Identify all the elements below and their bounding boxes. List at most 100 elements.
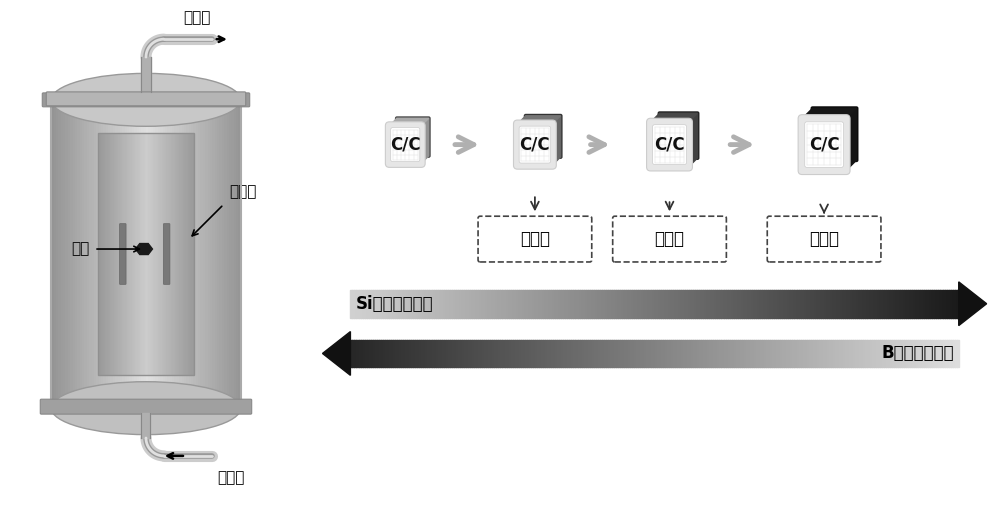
Polygon shape <box>421 118 429 163</box>
Bar <box>99 100 101 408</box>
Bar <box>227 100 229 408</box>
Bar <box>188 133 189 375</box>
Bar <box>120 100 122 408</box>
Bar <box>113 100 115 408</box>
Bar <box>185 133 187 375</box>
Bar <box>54 100 56 408</box>
Bar <box>61 100 63 408</box>
Bar <box>134 133 135 375</box>
Bar <box>156 133 157 375</box>
Bar <box>108 133 109 375</box>
Bar <box>117 133 118 375</box>
Bar <box>146 133 147 375</box>
Bar <box>153 133 154 375</box>
Bar <box>141 100 144 408</box>
Bar <box>154 133 156 375</box>
Text: 发热体: 发热体 <box>229 184 256 200</box>
FancyBboxPatch shape <box>658 111 699 160</box>
Bar <box>164 133 165 375</box>
Bar <box>229 100 231 408</box>
Bar <box>144 100 146 408</box>
Bar <box>179 100 182 408</box>
Bar <box>155 100 158 408</box>
Bar <box>193 100 196 408</box>
Bar <box>144 133 145 375</box>
Polygon shape <box>322 331 350 375</box>
Bar <box>133 133 134 375</box>
Bar <box>122 133 123 375</box>
Bar <box>103 100 106 408</box>
Bar <box>222 100 224 408</box>
Bar <box>135 133 136 375</box>
Bar <box>187 133 188 375</box>
Bar <box>118 100 120 408</box>
Bar <box>136 133 138 375</box>
FancyBboxPatch shape <box>42 93 250 107</box>
Polygon shape <box>959 282 987 326</box>
Bar <box>120 133 121 375</box>
Bar <box>160 133 162 375</box>
Bar <box>174 100 177 408</box>
Bar <box>51 100 54 408</box>
Bar <box>127 100 129 408</box>
Bar <box>191 133 193 375</box>
Bar <box>103 133 104 375</box>
Text: 富硅相: 富硅相 <box>809 230 839 248</box>
Bar <box>130 133 132 375</box>
Bar <box>139 100 141 408</box>
Bar <box>184 100 186 408</box>
Bar <box>129 100 132 408</box>
Bar <box>158 133 159 375</box>
Bar <box>142 133 144 375</box>
Bar <box>159 133 160 375</box>
Bar <box>75 100 77 408</box>
Text: Si元素含量变化: Si元素含量变化 <box>355 295 433 313</box>
Bar <box>118 133 120 375</box>
Bar <box>84 100 87 408</box>
Bar <box>99 133 101 375</box>
Bar <box>182 100 184 408</box>
Bar <box>184 133 185 375</box>
Text: C/C: C/C <box>809 135 839 154</box>
FancyBboxPatch shape <box>805 122 843 167</box>
Bar <box>102 133 103 375</box>
Text: C/C: C/C <box>520 135 550 154</box>
Bar <box>70 100 73 408</box>
Bar <box>132 133 133 375</box>
Bar <box>196 100 198 408</box>
Bar <box>170 133 171 375</box>
Bar <box>125 100 127 408</box>
Bar <box>128 133 129 375</box>
Polygon shape <box>688 114 697 167</box>
FancyBboxPatch shape <box>385 122 425 167</box>
Bar <box>217 100 219 408</box>
FancyBboxPatch shape <box>391 128 420 162</box>
Bar <box>94 100 96 408</box>
Bar <box>123 133 124 375</box>
Ellipse shape <box>51 382 241 435</box>
FancyBboxPatch shape <box>767 216 881 262</box>
Text: 富硷相: 富硷相 <box>520 230 550 248</box>
Polygon shape <box>389 118 429 126</box>
Polygon shape <box>651 114 697 122</box>
FancyBboxPatch shape <box>40 399 252 414</box>
Text: 试样: 试样 <box>71 242 89 257</box>
Bar <box>137 100 139 408</box>
Bar <box>139 133 140 375</box>
Bar <box>77 100 80 408</box>
Bar <box>122 100 125 408</box>
Bar <box>145 133 146 375</box>
Bar <box>127 133 128 375</box>
Bar <box>150 133 151 375</box>
Bar <box>210 100 212 408</box>
Bar <box>108 100 110 408</box>
Bar <box>148 133 150 375</box>
Bar <box>163 133 164 375</box>
Bar <box>165 133 166 375</box>
Text: C/C: C/C <box>654 135 685 154</box>
Polygon shape <box>802 108 856 119</box>
Bar <box>115 100 118 408</box>
Bar <box>65 100 68 408</box>
Bar <box>203 100 205 408</box>
Ellipse shape <box>51 73 241 126</box>
